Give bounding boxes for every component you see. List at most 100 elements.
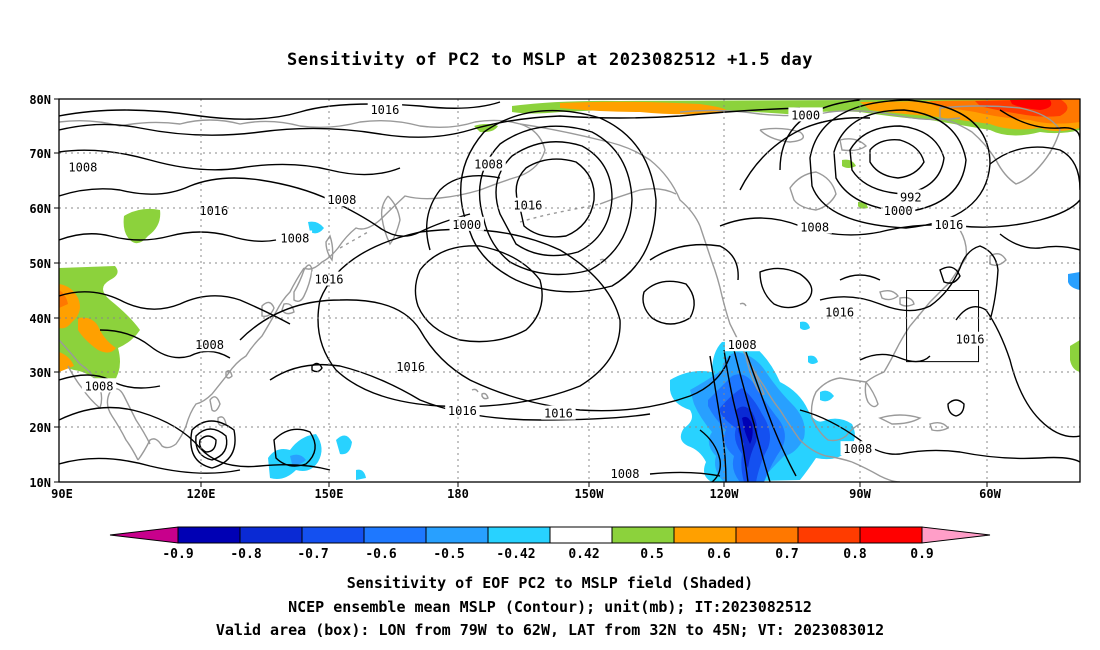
colorbar-low-arrow <box>109 526 179 544</box>
contour-label: 1008 <box>474 158 503 172</box>
contour-label-bg <box>81 378 117 393</box>
colorbar-label: 0.6 <box>707 547 731 562</box>
contour-label: 1008 <box>843 442 872 456</box>
longitude-labels: 90E 120E 150E 180 150W 120W 90W 60W <box>51 487 1001 501</box>
lat-label: 10N <box>29 476 51 490</box>
contour-label: 1016 <box>396 360 425 374</box>
colorbar-box <box>673 526 737 544</box>
contour-label: 1016 <box>825 305 854 319</box>
axis-ticks <box>54 98 988 487</box>
lat-label: 70N <box>29 147 51 161</box>
lat-label: 50N <box>29 257 51 271</box>
contour-label: 1008 <box>728 338 757 352</box>
caption-contour: NCEP ensemble mean MSLP (Contour); unit(… <box>288 598 812 616</box>
contour-label-bg <box>277 230 313 245</box>
contour-label: 1000 <box>884 204 913 218</box>
colorbar-labels: -0.9 -0.8 -0.7 -0.6 -0.5 -0.42 0.42 0.5 … <box>162 547 933 562</box>
contour-label: 1016 <box>513 199 542 213</box>
colorbar-label: 0.5 <box>640 547 663 562</box>
colorbar-box <box>549 526 613 544</box>
colorbar-label: -0.5 <box>433 547 464 562</box>
contour-label-bg <box>822 304 857 319</box>
colorbar-boxes <box>177 526 923 544</box>
contour-label: 1008 <box>195 338 224 352</box>
contour-label-bg <box>952 331 988 346</box>
contour-label-bg <box>788 107 823 122</box>
contour-label-bg <box>367 101 403 116</box>
colorbar-box <box>859 526 923 544</box>
contour-label-bg <box>931 216 967 231</box>
lon-label: 180 <box>447 487 469 501</box>
contour-label: 1008 <box>611 467 640 481</box>
caption-valid-area: Valid area (box): LON from 79W to 62W, L… <box>215 621 885 639</box>
map-frame <box>58 98 1081 483</box>
contour-label: 1008 <box>280 232 309 246</box>
contour-label-bg <box>541 405 576 420</box>
lon-label: 90E <box>51 487 73 501</box>
colorbar-box <box>487 526 551 544</box>
colorbar-label: 0.42 <box>568 547 599 562</box>
contour-label-bg <box>393 359 428 374</box>
contour-label: 1000 <box>452 218 481 232</box>
contour-label: 1008 <box>68 160 97 174</box>
contour-label-bg <box>510 197 546 212</box>
colorbar-label: 0.9 <box>910 547 933 562</box>
colorbar-label: -0.9 <box>162 547 193 562</box>
contour-label: 1016 <box>934 218 963 232</box>
lat-lon-grid <box>59 99 1080 482</box>
contour-label-bg <box>324 192 360 207</box>
colorbar-box <box>301 526 365 544</box>
colorbar-box <box>425 526 489 544</box>
map-title: Sensitivity of PC2 to MSLP at 2023082512… <box>286 50 813 70</box>
colorbar-box <box>363 526 427 544</box>
contour-label: 1016 <box>544 407 573 421</box>
sensitivity-shading <box>59 99 1080 482</box>
lon-label: 150E <box>315 487 344 501</box>
colorbar-label: -0.8 <box>230 547 261 562</box>
colorbar-label: -0.6 <box>365 547 396 562</box>
colorbar-label: 0.8 <box>843 547 867 562</box>
latitude-labels: 80N 70N 60N 50N 40N 30N 20N 10N <box>29 93 51 490</box>
contour-label: 1000 <box>791 108 820 122</box>
caption-shading: Sensitivity of EOF PC2 to MSLP field (Sh… <box>346 574 754 592</box>
lon-label: 60W <box>979 487 1001 501</box>
contour-label: 992 <box>900 190 922 204</box>
colorbar-label: -0.42 <box>496 547 535 562</box>
colorbar-label: -0.7 <box>297 547 328 562</box>
colorbar-box <box>735 526 799 544</box>
colorbar-box <box>239 526 303 544</box>
contour-label: 1016 <box>448 404 477 418</box>
colorbar-box <box>177 526 241 544</box>
lon-label: 120E <box>187 487 216 501</box>
lat-label: 80N <box>29 93 51 107</box>
contour-label-bg <box>897 189 925 204</box>
colorbar-box <box>797 526 861 544</box>
colorbar-box <box>611 526 675 544</box>
contour-label: 1008 <box>800 221 829 235</box>
valid-area-box <box>906 290 980 363</box>
mslp-contours <box>59 99 1080 482</box>
lat-label: 20N <box>29 421 51 435</box>
contour-label-bg <box>607 465 643 480</box>
lon-label: 120W <box>710 487 740 501</box>
colorbar-label: 0.7 <box>775 547 798 562</box>
contour-label: 1016 <box>370 103 399 117</box>
contour-label-bg <box>65 159 101 174</box>
contour-label-bg <box>196 203 231 218</box>
contour-label-bg <box>445 402 480 417</box>
contour-label-bg <box>880 203 916 218</box>
contour-label-bg <box>724 337 760 352</box>
coastlines <box>59 105 1061 482</box>
contour-label-bg <box>797 219 832 234</box>
contour-label: 1008 <box>327 193 356 207</box>
contour-label: 1016 <box>199 204 228 218</box>
lon-label: 150W <box>575 487 605 501</box>
contour-label-bg <box>471 156 506 171</box>
lat-label: 60N <box>29 202 51 216</box>
colorbar-high-arrow <box>921 526 991 544</box>
contour-label: 1016 <box>956 333 985 347</box>
lat-label: 30N <box>29 366 51 380</box>
